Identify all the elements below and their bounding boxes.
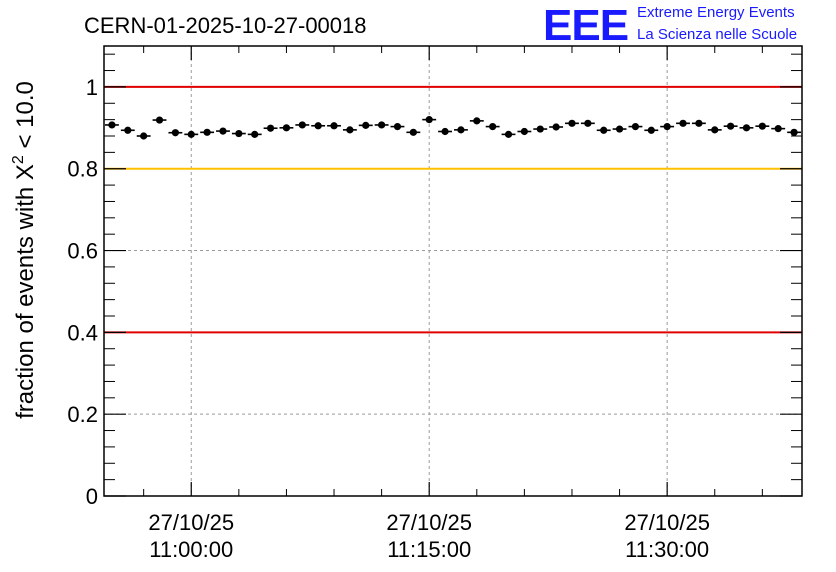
reference-lines: [104, 85, 802, 334]
data-point: [647, 126, 655, 134]
data-point: [727, 122, 735, 130]
data-point: [330, 122, 338, 130]
data-point: [378, 121, 386, 129]
data-point: [473, 117, 481, 125]
data-point: [251, 130, 259, 138]
chart-title: CERN-01-2025-10-27-00018: [84, 13, 367, 38]
eee-logo: EEE Extreme Energy Events La Scienza nel…: [543, 1, 797, 50]
y-tick-label: 0.2: [67, 402, 98, 427]
data-point: [536, 125, 544, 133]
x-tick-label-date: 27/10/25: [386, 510, 472, 535]
tick-labels: 00.20.40.60.8127/10/2511:00:0027/10/2511…: [67, 75, 710, 562]
y-tick-label: 0.8: [67, 157, 98, 182]
y-axis-label-superscript: 2: [10, 155, 27, 164]
logo-mark: EEE: [543, 1, 628, 50]
data-point: [584, 119, 592, 127]
grid: [104, 46, 802, 496]
y-axis-label-chi: Χ: [12, 164, 39, 180]
data-point: [282, 124, 291, 132]
x-tick-label-time: 11:15:00: [387, 537, 471, 562]
y-axis-label-threshold: < 10.0: [12, 81, 39, 155]
data-point: [457, 126, 465, 134]
y-axis-label-text: fraction of events with: [12, 180, 39, 419]
y-tick-label: 1: [86, 75, 98, 100]
data-point: [742, 124, 751, 132]
axis-ticks: [104, 46, 802, 497]
data-point: [441, 127, 449, 136]
data-point: [520, 127, 528, 136]
data-point: [615, 125, 624, 133]
data-point: [187, 130, 195, 138]
data-points: [105, 116, 801, 140]
data-point: [552, 123, 560, 131]
data-point: [124, 126, 132, 134]
data-point: [695, 119, 703, 127]
data-point: [679, 119, 687, 127]
data-point: [631, 122, 640, 131]
data-point: [298, 121, 306, 129]
x-tick-label-date: 27/10/25: [624, 510, 710, 535]
logo-line-1: Extreme Energy Events: [637, 4, 795, 21]
data-point: [219, 127, 227, 135]
x-tick-label-time: 11:00:00: [149, 537, 233, 562]
data-point: [203, 128, 211, 136]
data-point: [711, 126, 719, 134]
y-tick-label: 0.4: [67, 320, 98, 345]
data-point: [155, 116, 164, 124]
data-point: [600, 126, 608, 134]
data-point: [504, 130, 513, 138]
data-point: [235, 129, 243, 138]
data-point: [346, 126, 354, 134]
plot-frame: [103, 45, 803, 497]
data-point: [663, 122, 671, 131]
data-point: [362, 121, 370, 129]
y-tick-label: 0.6: [67, 239, 98, 264]
data-point: [489, 122, 497, 131]
logo-line-2: La Scienza nelle Scuole: [637, 26, 797, 43]
data-point: [425, 116, 433, 124]
y-axis-label: fraction of events with Χ2 < 10.0: [10, 81, 39, 419]
data-point: [774, 125, 782, 133]
data-point: [568, 119, 576, 127]
x-tick-label-date: 27/10/25: [148, 510, 234, 535]
data-point: [758, 122, 766, 130]
data-point: [108, 121, 116, 129]
x-tick-label-time: 11:30:00: [625, 537, 709, 562]
data-point: [409, 128, 417, 136]
data-point: [266, 124, 275, 132]
data-point: [790, 128, 798, 136]
data-point: [393, 122, 402, 131]
y-tick-label: 0: [86, 484, 98, 509]
data-point: [171, 129, 179, 137]
data-point: [140, 132, 148, 140]
data-point: [314, 122, 322, 130]
